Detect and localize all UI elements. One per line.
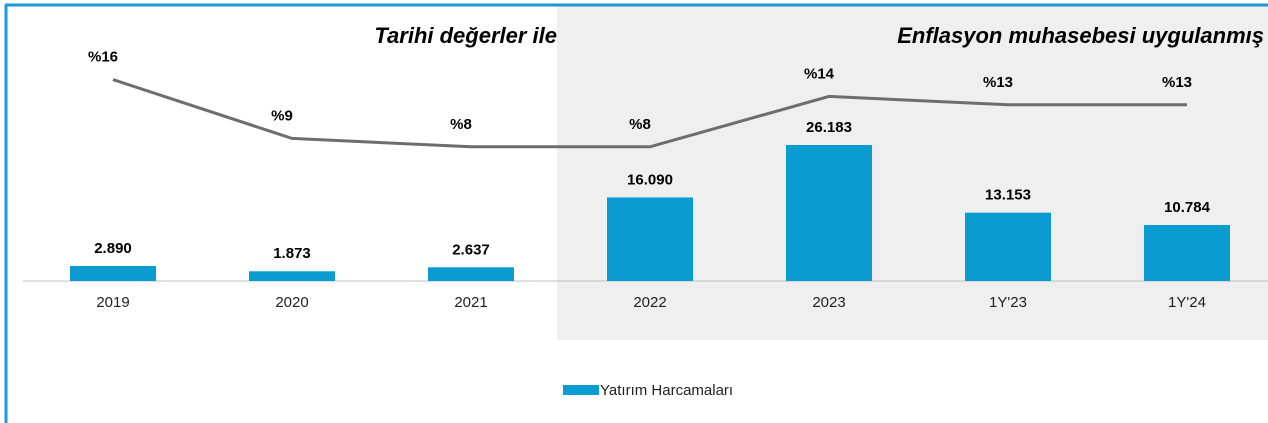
bar-value-label: 16.090 bbox=[627, 171, 673, 188]
bar-value-label: 2.637 bbox=[452, 241, 490, 258]
line-value-label: %8 bbox=[629, 116, 651, 133]
x-tick-label: 2019 bbox=[96, 294, 129, 311]
x-tick-label: 1Y'24 bbox=[1168, 294, 1206, 311]
bar bbox=[249, 271, 335, 281]
bar bbox=[428, 267, 514, 281]
line-value-label: %13 bbox=[983, 74, 1013, 91]
bar-value-label: 13.153 bbox=[985, 187, 1031, 204]
legend-swatch bbox=[563, 385, 599, 395]
x-tick-label: 2021 bbox=[454, 294, 487, 311]
line-value-label: %8 bbox=[450, 116, 472, 133]
annotation: Enflasyon muhasebesi uygulanmış bbox=[897, 23, 1264, 48]
bar-value-label: 26.183 bbox=[806, 119, 852, 136]
x-tick-label: 2023 bbox=[812, 294, 845, 311]
annotation: Tarihi değerler ile bbox=[374, 23, 557, 48]
bar bbox=[1144, 224, 1230, 281]
legend-label: Yatırım Harcamaları bbox=[600, 382, 733, 399]
bar bbox=[607, 197, 693, 281]
line-value-label: %9 bbox=[271, 107, 293, 124]
bar bbox=[786, 145, 872, 281]
line-value-label: %13 bbox=[1162, 74, 1192, 91]
x-tick-label: 1Y'23 bbox=[989, 294, 1027, 311]
x-tick-label: 2020 bbox=[275, 294, 308, 311]
x-tick-label: 2022 bbox=[633, 294, 666, 311]
bar bbox=[965, 212, 1051, 281]
bar-value-label: 2.890 bbox=[94, 240, 132, 257]
line-value-label: %16 bbox=[88, 49, 118, 66]
inflation-region bbox=[557, 6, 1268, 340]
bar-value-label: 1.873 bbox=[273, 245, 311, 262]
bar-value-label: 10.784 bbox=[1164, 199, 1211, 216]
line bbox=[112, 78, 1187, 149]
bar bbox=[70, 265, 156, 281]
line-value-label: %14 bbox=[804, 65, 835, 82]
